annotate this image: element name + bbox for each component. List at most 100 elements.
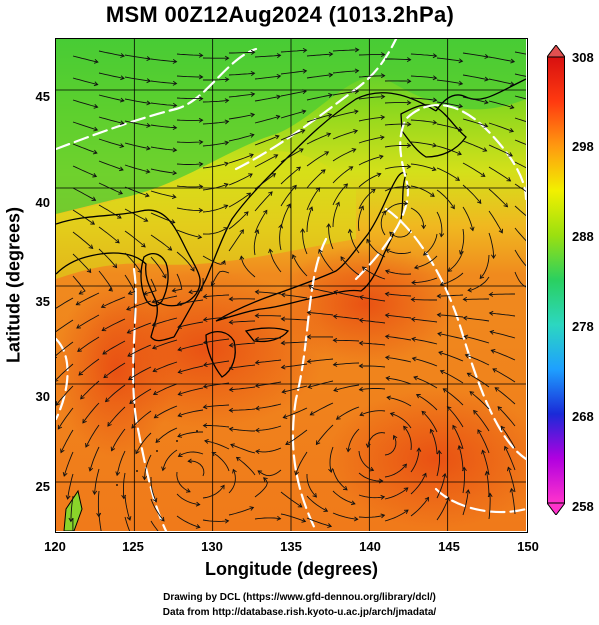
streamline-arrow — [436, 449, 442, 455]
streamline — [306, 53, 333, 57]
streamline-arrow — [60, 448, 65, 454]
streamline — [358, 136, 384, 144]
streamline-arrow — [103, 373, 109, 379]
streamline-arrow — [254, 229, 260, 234]
streamline-arrow — [413, 375, 418, 381]
streamline — [56, 385, 74, 406]
streamline — [488, 122, 514, 132]
streamline — [280, 148, 304, 163]
streamline — [333, 339, 360, 342]
streamline-arrow — [452, 424, 457, 430]
credit-drawing: Drawing by DCL (https://www.gfd-dennou.o… — [163, 592, 436, 603]
streamline-arrow — [280, 364, 286, 370]
streamline — [486, 471, 490, 498]
streamline-arrow — [239, 229, 244, 234]
streamline — [436, 473, 446, 499]
streamline-arrow — [65, 495, 71, 500]
streamline-arrow — [457, 444, 463, 450]
streamline — [72, 99, 98, 108]
streamline — [150, 520, 159, 531]
colorbar-tick-label: 258 — [572, 499, 594, 514]
streamline-arrow — [354, 68, 360, 74]
streamline — [177, 343, 204, 351]
streamline — [386, 249, 412, 254]
streamline-arrow — [469, 226, 475, 232]
streamline — [254, 135, 280, 146]
streamline — [447, 406, 464, 428]
colorbar-bottom-arrow — [547, 502, 565, 515]
streamline-arrow — [255, 449, 260, 455]
streamline-arrow — [254, 313, 260, 319]
streamline-arrow — [171, 194, 177, 200]
streamline-arrow — [333, 289, 338, 295]
streamline-arrow — [381, 210, 386, 216]
streamline-arrow — [481, 449, 486, 455]
streamline — [280, 110, 306, 119]
streamline — [347, 428, 360, 452]
streamline-arrow — [254, 289, 260, 295]
streamline-arrow — [119, 120, 125, 126]
streamline — [410, 141, 437, 147]
streamline — [384, 144, 411, 148]
temperature-map[interactable] — [55, 38, 528, 533]
streamline — [332, 166, 353, 184]
streamline — [410, 185, 435, 197]
streamline-arrow — [370, 188, 376, 194]
streamline-arrow — [300, 228, 305, 233]
streamline — [488, 166, 511, 182]
streamline-arrow — [343, 183, 349, 189]
streamline — [72, 187, 96, 201]
streamline-arrow — [280, 340, 286, 346]
streamline — [358, 75, 385, 78]
streamline-arrow — [146, 56, 152, 62]
streamline — [358, 472, 383, 482]
streamline-arrow — [177, 433, 183, 438]
streamline — [150, 234, 172, 251]
streamline-arrow — [411, 280, 416, 285]
streamline — [385, 314, 412, 319]
streamline — [306, 495, 328, 512]
streamline-arrow — [457, 126, 463, 132]
streamline — [176, 53, 203, 56]
streamline-arrow — [384, 291, 390, 297]
streamline-arrow — [162, 273, 167, 279]
streamline-arrow — [167, 246, 173, 251]
streamline — [85, 424, 100, 448]
streamline-arrow — [348, 166, 354, 171]
streamline — [437, 333, 464, 340]
streamline — [129, 388, 152, 404]
streamline — [150, 58, 177, 63]
streamline — [358, 450, 374, 471]
streamline — [306, 94, 333, 101]
streamline-arrow — [197, 234, 203, 240]
streamline — [359, 319, 386, 324]
streamline — [63, 451, 74, 477]
streamline-arrow — [223, 227, 229, 232]
streamline-arrow — [198, 96, 204, 102]
streamline — [462, 162, 486, 177]
streamline-arrow — [503, 202, 509, 208]
streamline — [178, 451, 204, 457]
streamline — [467, 372, 490, 388]
streamline-arrow — [351, 148, 357, 153]
streamline — [228, 72, 255, 76]
streamline-arrow — [248, 173, 253, 178]
streamline-arrow — [469, 391, 475, 396]
streamline-arrow — [254, 405, 260, 411]
streamline-arrow — [202, 339, 208, 345]
streamline-arrow — [327, 523, 333, 528]
streamline-arrow — [302, 89, 307, 95]
streamline — [436, 211, 443, 237]
streamline — [228, 93, 255, 98]
streamline-arrow — [389, 231, 394, 237]
streamline-arrow — [146, 78, 152, 84]
streamline — [124, 120, 151, 127]
streamline — [98, 72, 125, 79]
streamline — [332, 110, 358, 118]
streamline — [307, 358, 334, 363]
streamline-arrow — [228, 296, 234, 302]
streamline-arrow — [224, 140, 230, 146]
streamline — [306, 133, 331, 145]
streamline-arrow — [246, 192, 252, 198]
streamline — [228, 211, 249, 230]
